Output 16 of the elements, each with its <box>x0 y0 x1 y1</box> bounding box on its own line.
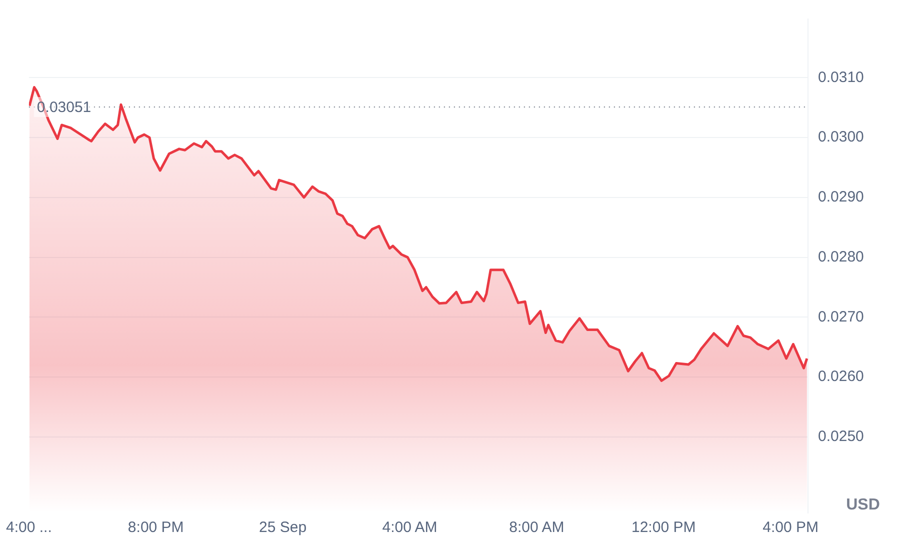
x-tick-label: 4:00 ... <box>6 519 52 536</box>
x-tick-label: 25 Sep <box>259 519 307 536</box>
y-axis-title: USD <box>846 496 880 514</box>
x-tick-label: 4:00 PM <box>762 519 818 536</box>
y-tick-label: 0.0270 <box>818 308 864 326</box>
x-tick-label: 12:00 PM <box>632 519 696 536</box>
y-tick-label: 0.0300 <box>818 128 864 146</box>
ref-line-label: 0.03051 <box>36 99 92 116</box>
y-tick-label: 0.0290 <box>818 188 864 206</box>
x-tick-label: 8:00 AM <box>509 519 564 536</box>
x-tick-label: 8:00 PM <box>128 519 184 536</box>
y-tick-label: 0.0310 <box>818 68 864 86</box>
y-tick-label: 0.0260 <box>818 368 864 386</box>
x-tick-label: 4:00 AM <box>382 519 438 536</box>
y-tick-label: 0.0250 <box>818 428 864 446</box>
y-tick-label: 0.0280 <box>818 248 864 266</box>
